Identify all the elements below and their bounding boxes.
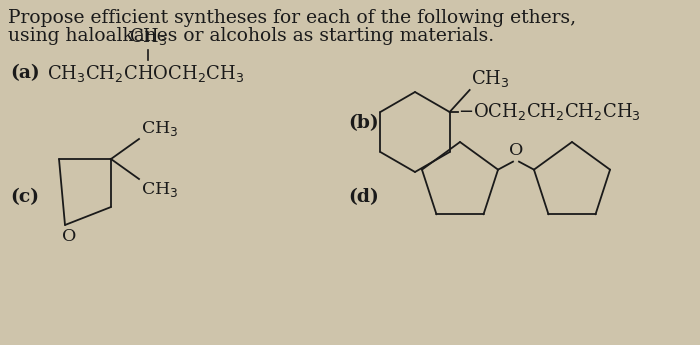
Text: (a): (a) (10, 64, 40, 82)
Text: (c): (c) (10, 188, 39, 206)
Text: CH$_3$: CH$_3$ (141, 119, 178, 138)
Text: CH$_3$: CH$_3$ (470, 68, 509, 89)
Text: Propose efficient syntheses for each of the following ethers,: Propose efficient syntheses for each of … (8, 9, 576, 27)
Text: using haloalkanes or alcohols as starting materials.: using haloalkanes or alcohols as startin… (8, 27, 494, 45)
Text: O: O (62, 228, 76, 245)
Text: CH$_3$: CH$_3$ (141, 180, 178, 199)
Text: CH$_3$CH$_2$CHOCH$_2$CH$_3$: CH$_3$CH$_2$CHOCH$_2$CH$_3$ (47, 62, 244, 83)
Text: $-$OCH$_2$CH$_2$CH$_2$CH$_3$: $-$OCH$_2$CH$_2$CH$_2$CH$_3$ (458, 101, 640, 122)
Text: (d): (d) (348, 188, 379, 206)
Text: (b): (b) (348, 114, 379, 132)
Text: CH$_3$: CH$_3$ (129, 26, 167, 47)
Text: O: O (509, 142, 523, 159)
